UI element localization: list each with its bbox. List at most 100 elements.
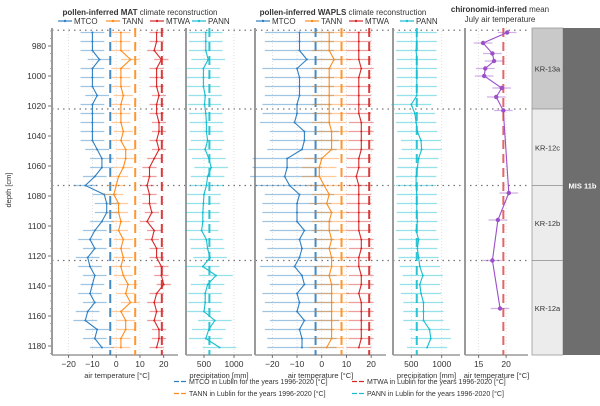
mis-box: [563, 28, 600, 355]
data-point: [205, 121, 208, 124]
y-tick-label: 1040: [27, 131, 46, 141]
x-tick-label: 10: [342, 359, 352, 369]
data-point: [283, 175, 286, 178]
legend-item-mtwa: MTWA: [150, 17, 191, 26]
series-line-tann: [113, 32, 132, 348]
data-point: [415, 94, 418, 97]
series-pann: [391, 31, 451, 349]
data-point: [122, 256, 125, 259]
x-tick-label: 0: [114, 359, 119, 369]
plot-area: 9801000102010401060108011001120114011601…: [27, 17, 530, 380]
data-point: [360, 328, 363, 331]
data-point: [98, 58, 101, 61]
data-point: [203, 310, 205, 313]
data-point: [428, 328, 431, 331]
data-point: [160, 274, 163, 277]
data-point: [89, 265, 92, 268]
zone-box: [531, 27, 564, 110]
zone-kr-13a: KR-13a: [531, 27, 564, 110]
title-mat-rest: climate reconstruction: [137, 8, 217, 17]
data-point: [201, 211, 204, 214]
data-point: [328, 85, 331, 88]
data-point: [153, 157, 156, 160]
y-tick-label: 1060: [27, 161, 46, 171]
data-point: [119, 103, 122, 106]
data-point: [360, 337, 363, 340]
data-point: [300, 274, 303, 277]
legend-marker: [310, 19, 314, 23]
data-point: [155, 247, 158, 250]
data-point: [146, 184, 149, 187]
data-point: [96, 328, 99, 331]
data-point: [330, 148, 333, 151]
series-line-tann: [318, 32, 335, 348]
y-tick-label: 1100: [28, 221, 47, 231]
legend-item-tann: TANN: [305, 17, 342, 26]
y-axis-label: depth [cm]: [4, 172, 13, 207]
data-point: [357, 76, 360, 79]
data-point: [328, 229, 331, 232]
data-point: [160, 58, 163, 61]
legend-label: MTCO: [272, 17, 296, 26]
data-point: [296, 211, 299, 214]
data-point: [207, 157, 210, 160]
data-point: [119, 139, 122, 142]
data-point: [355, 175, 358, 178]
data-point: [300, 148, 303, 151]
data-point: [494, 94, 499, 100]
x-axis-label: precipitation [mm]: [189, 371, 248, 380]
panel-mat_temp: −20 −10 0 10 20 air temperature [°C] MTCO TANN M…: [51, 17, 191, 380]
data-point: [357, 58, 360, 61]
data-point: [417, 157, 420, 160]
data-point: [205, 130, 208, 133]
data-point: [155, 112, 158, 115]
data-point: [491, 58, 497, 64]
data-point: [124, 148, 127, 151]
data-point: [504, 30, 510, 35]
data-point: [155, 310, 158, 313]
data-point: [119, 346, 122, 349]
legend-item-tann: TANN: [106, 17, 143, 26]
data-point: [429, 337, 432, 340]
data-point: [298, 301, 301, 304]
data-point: [103, 193, 106, 196]
series-line-pann: [410, 32, 432, 348]
legend-label: MTWA: [365, 17, 390, 26]
data-point: [204, 337, 207, 340]
zone-kr-12c: KR-12c: [531, 108, 564, 186]
data-point: [416, 166, 419, 169]
title-mat-bold: pollen-inferred MAT: [63, 8, 138, 17]
zone-mis: MIS 11b: [563, 28, 600, 355]
data-point: [296, 292, 299, 295]
data-point: [360, 139, 363, 142]
data-point: [91, 130, 94, 133]
legend-item-mtco: MTCO: [256, 17, 296, 26]
data-point: [209, 256, 211, 259]
data-point: [426, 346, 429, 349]
data-point: [357, 184, 360, 187]
x-tick-label: −20: [265, 359, 280, 369]
data-point: [124, 292, 127, 295]
data-point: [420, 148, 423, 151]
data-point: [202, 202, 205, 205]
data-point: [422, 301, 425, 304]
data-point: [330, 130, 333, 133]
data-point: [93, 301, 96, 304]
zone-kr-12b: KR-12b: [531, 185, 564, 261]
x-tick-label: 20: [159, 359, 169, 369]
data-point: [415, 175, 418, 178]
legend-marker: [155, 19, 159, 23]
x-tick-label: 10: [135, 359, 145, 369]
data-point: [360, 310, 363, 313]
data-point: [415, 121, 418, 124]
data-point: [333, 58, 336, 61]
data-point: [100, 157, 103, 160]
zone-box: [531, 108, 564, 186]
title-chiro-rest: mean: [527, 5, 549, 14]
data-point: [360, 67, 363, 70]
x-axis-label: air temperature [°C]: [288, 371, 354, 380]
y-tick-label: 1120: [28, 251, 47, 261]
data-point: [124, 319, 127, 322]
data-point: [296, 220, 299, 223]
